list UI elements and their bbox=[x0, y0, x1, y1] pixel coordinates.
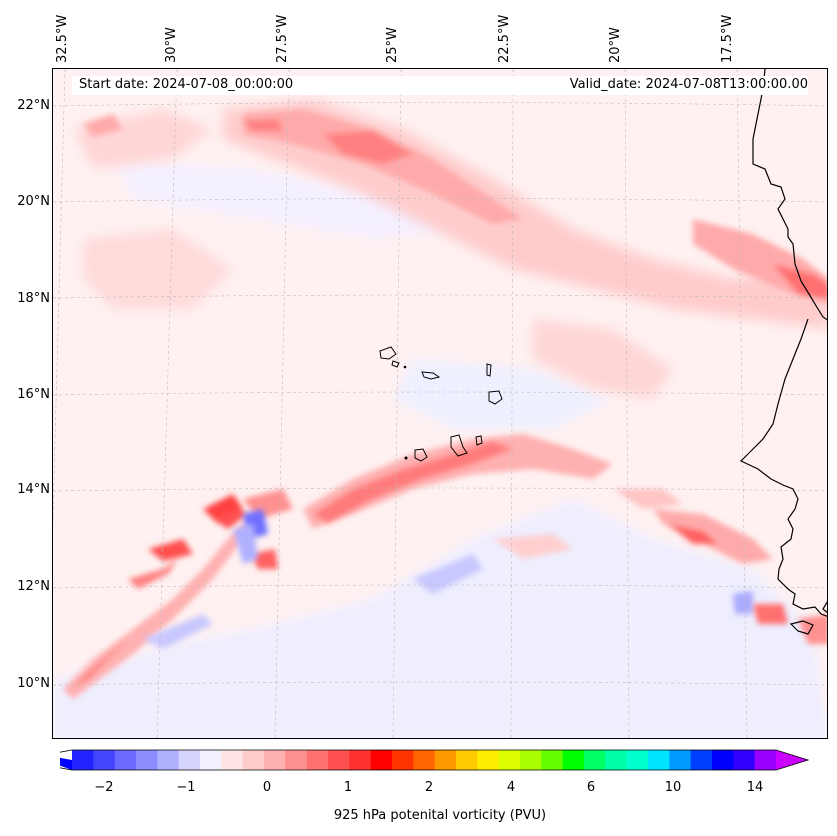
colorbar-cell bbox=[733, 750, 756, 770]
colorbar-tick-label: 2 bbox=[424, 780, 434, 795]
pv-field-map bbox=[53, 69, 827, 738]
colorbar-cell bbox=[626, 750, 649, 770]
colorbar-cell bbox=[456, 750, 478, 770]
lat-label-16N: 16°N bbox=[17, 387, 50, 402]
lat-label-18N: 18°N bbox=[17, 291, 50, 306]
colorbar-cell bbox=[114, 750, 137, 770]
lat-label-12N: 12°N bbox=[17, 579, 50, 594]
lat-label-20N: 20°N bbox=[17, 194, 50, 209]
cape-verde-islands bbox=[379, 346, 503, 462]
colorbar-cell bbox=[434, 750, 457, 770]
colorbar-tick-label: −1 bbox=[176, 780, 196, 795]
colorbar-cell bbox=[754, 750, 777, 770]
colorbar-cell bbox=[392, 750, 414, 770]
colorbar bbox=[60, 749, 810, 771]
lon-label-27.5W: 27.5°W bbox=[275, 14, 290, 63]
positive-pv-band-central bbox=[303, 434, 613, 529]
valid-date-label: Valid_date: 2024-07-08T13:00:00.00 bbox=[569, 77, 808, 92]
colorbar-cell bbox=[221, 750, 244, 770]
colorbar-cell bbox=[285, 750, 308, 770]
colorbar-extend-min bbox=[60, 757, 72, 770]
colorbar-cell bbox=[72, 750, 94, 770]
colorbar-cell bbox=[477, 750, 500, 770]
colorbar-cell bbox=[712, 750, 734, 770]
colorbar-cell bbox=[648, 750, 670, 770]
coastline bbox=[739, 69, 827, 635]
positive-pv-core-north bbox=[83, 109, 827, 304]
colorbar-outline bbox=[60, 749, 810, 771]
colorbar-cell bbox=[349, 750, 372, 770]
colorbar-cell bbox=[136, 750, 158, 770]
colorbar-cell bbox=[541, 750, 564, 770]
colorbar-cell bbox=[306, 750, 329, 770]
positive-pv-patches-southeast bbox=[493, 489, 827, 644]
map-panel bbox=[52, 68, 828, 739]
negative-pv-region bbox=[53, 159, 827, 738]
colorbar-cell bbox=[584, 750, 606, 770]
lon-label-32.5W: 32.5°W bbox=[55, 14, 70, 63]
lon-label-20W: 20°W bbox=[608, 27, 623, 63]
date-banner bbox=[72, 76, 808, 95]
lon-label-30W: 30°W bbox=[164, 27, 179, 63]
colorbar-cell bbox=[413, 750, 436, 770]
colorbar-tick-label: −2 bbox=[94, 780, 114, 795]
colorbar-tick-label: 6 bbox=[586, 780, 596, 795]
colorbar-cell bbox=[93, 750, 116, 770]
colorbar-cell bbox=[178, 750, 201, 770]
colorbar-tick-label: 10 bbox=[664, 780, 682, 795]
lon-label-22.5W: 22.5°W bbox=[497, 14, 512, 63]
colorbar-cell bbox=[328, 750, 350, 770]
colorbar-cell bbox=[264, 750, 286, 770]
negative-pv-spots bbox=[143, 509, 753, 649]
colorbar-extend-max bbox=[776, 750, 808, 770]
start-date-label: Start date: 2024-07-08_00:00:00 bbox=[79, 77, 294, 92]
lat-label-10N: 10°N bbox=[17, 676, 50, 691]
colorbar-cell bbox=[200, 750, 222, 770]
lat-label-14N: 14°N bbox=[17, 482, 50, 497]
colorbar-cell bbox=[370, 750, 393, 770]
island-dot bbox=[404, 456, 408, 460]
lon-label-25W: 25°W bbox=[385, 27, 400, 63]
island-dot bbox=[403, 365, 407, 369]
colorbar-cell bbox=[669, 750, 692, 770]
colorbar-tick-label: 14 bbox=[746, 780, 764, 795]
colorbar-label: 925 hPa potenital vorticity (PVU) bbox=[333, 808, 547, 823]
colorbar-cell bbox=[242, 750, 265, 770]
positive-pv-filaments-southwest bbox=[63, 489, 293, 699]
lat-label-22N: 22°N bbox=[17, 98, 50, 113]
lon-label-17.5W: 17.5°W bbox=[720, 14, 735, 63]
colorbar-cell bbox=[157, 750, 180, 770]
graticule bbox=[53, 69, 827, 738]
colorbar-cell bbox=[520, 750, 542, 770]
colorbar-tick-label: 0 bbox=[262, 780, 272, 795]
colorbar-tick-label: 1 bbox=[343, 780, 353, 795]
colorbar-cell bbox=[605, 750, 628, 770]
colorbar-cell bbox=[562, 750, 585, 770]
colorbar-cell bbox=[690, 750, 713, 770]
colorbar-tick-label: 4 bbox=[506, 780, 516, 795]
colorbar-cell bbox=[498, 750, 521, 770]
